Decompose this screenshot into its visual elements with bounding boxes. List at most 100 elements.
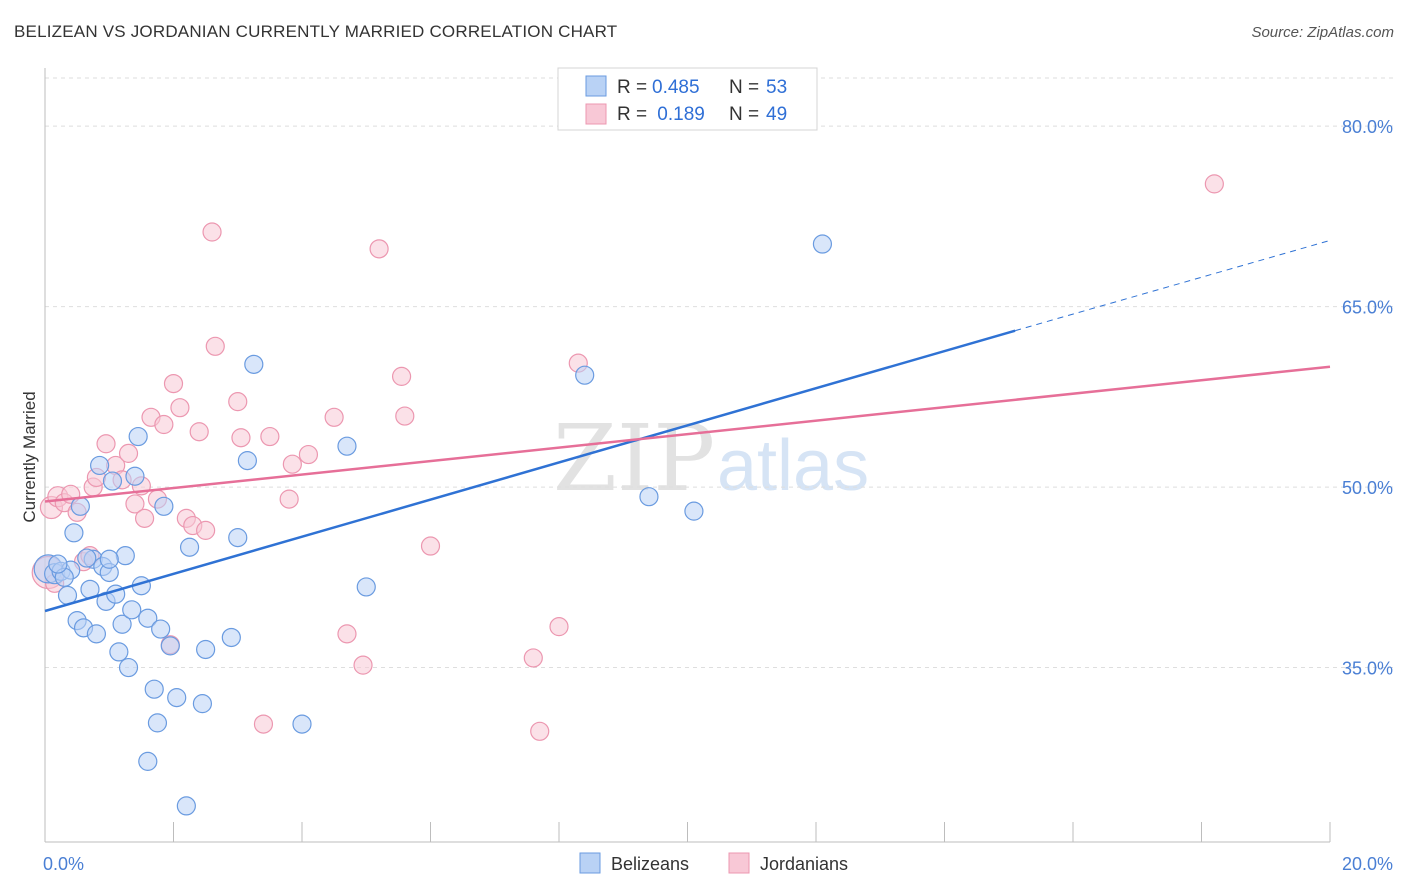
jordanian-point-37 (337, 624, 357, 644)
series-legend: Belizeans Jordanians (579, 852, 848, 874)
y-tick-label-65: 65.0% (1342, 298, 1393, 318)
legend-belizean-r-value: 0.485 (652, 77, 700, 98)
legend-jordanian-r-value: 0.189 (652, 104, 705, 125)
legend-jordanian-r-label: R = (617, 104, 647, 125)
belizean-point-39 (228, 528, 248, 548)
belizean-point-42 (292, 714, 312, 734)
jordanian-point-30 (231, 428, 251, 448)
belizean-trend-line (44, 329, 1016, 613)
belizean-point-38 (221, 627, 241, 648)
y-tick-label-35: 35.0% (1342, 659, 1393, 679)
chart-title: BELIZEAN VS JORDANIAN CURRENTLY MARRIED … (14, 22, 618, 41)
belizean-point-21 (118, 657, 139, 678)
trend-layer (44, 239, 1331, 613)
belizean-point-27 (138, 751, 158, 771)
bottom-legend-belizean-label: Belizeans (611, 854, 689, 874)
belizean-point-33 (167, 688, 187, 708)
jordanian-point-41 (395, 406, 415, 426)
belizean-point-52 (48, 554, 68, 574)
jordanian-point-25 (189, 422, 209, 442)
belizean-point-51 (99, 549, 119, 569)
belizean-point-32 (160, 636, 180, 656)
jordanian-point-21 (163, 374, 184, 394)
belizean-point-34 (179, 537, 200, 557)
belizean-point-24 (128, 426, 148, 447)
jordanian-point-13 (118, 443, 139, 463)
belizean-point-23 (125, 466, 145, 486)
legend-belizean-n-label: N = (729, 77, 759, 98)
jordanian-point-40 (391, 366, 412, 386)
belizean-point-28 (144, 679, 164, 699)
belizean-point-5 (64, 523, 84, 543)
jordanian-point-29 (228, 392, 248, 412)
jordanian-point-14 (125, 494, 145, 514)
jordanian-point-22 (170, 398, 190, 418)
belizean-point-20 (115, 546, 135, 566)
jordanian-point-42 (420, 536, 441, 556)
jordanian-point-10 (96, 434, 116, 454)
belizean-point-40 (237, 451, 257, 471)
belizean-point-36 (192, 694, 213, 714)
legend-belizean-swatch (585, 75, 607, 97)
belizean-point-11 (86, 624, 107, 644)
jordanian-point-34 (282, 454, 302, 474)
grid-layer (45, 77, 1395, 669)
belizean-point-16 (102, 471, 123, 491)
source-note: Source: ZipAtlas.com (1251, 24, 1394, 41)
belizean-point-29 (147, 713, 168, 733)
belizean-point-41 (244, 354, 264, 374)
jordanian-point-32 (260, 426, 280, 447)
watermark-zip: ZIP (553, 405, 715, 512)
jordanian-point-33 (279, 489, 299, 509)
jordanian-point-26 (196, 520, 216, 540)
belizean-point-22 (122, 600, 142, 620)
jordanian-point-31 (253, 714, 274, 734)
x-tick-label-20: 20.0% (1342, 854, 1393, 874)
belizean-point-47 (684, 501, 704, 521)
legend-jordanian-swatch (585, 103, 607, 125)
legend-belizean-n-value: 53 (766, 77, 787, 98)
jordanian-point-38 (353, 655, 373, 675)
belizean-point-45 (575, 365, 595, 385)
belizean-point-19 (112, 614, 132, 634)
belizean-point-46 (639, 487, 659, 507)
belizean-point-37 (196, 639, 216, 660)
jordanian-point-36 (324, 407, 344, 427)
bottom-legend-jordanian-swatch (728, 852, 750, 874)
x-tick-label-0: 0.0% (43, 854, 84, 874)
y-tick-label-50: 50.0% (1342, 478, 1393, 498)
jordanian-point-43 (523, 648, 543, 668)
axis-layer: 35.0% 50.0% 65.0% 80.0% 0.0% 20.0% (43, 68, 1393, 874)
belizean-point-12 (90, 455, 110, 476)
jordanian-point-28 (205, 336, 225, 356)
points-layer (31, 174, 1224, 816)
belizean-point-30 (151, 619, 171, 639)
belizean-point-50 (77, 548, 97, 568)
belizean-point-18 (109, 642, 129, 662)
jordanian-point-47 (1204, 174, 1224, 194)
jordanian-point-27 (202, 222, 222, 242)
y-axis-label: Currently Married (20, 391, 39, 522)
bottom-legend-jordanian-label: Jordanians (760, 854, 848, 874)
jordanian-point-39 (369, 239, 389, 259)
jordanian-point-35 (298, 444, 319, 465)
legend-jordanian-n-value: 49 (766, 104, 787, 125)
legend-belizean-r-label: R = (617, 77, 647, 98)
jordanian-trend-line (44, 365, 1331, 503)
belizean-point-48 (812, 234, 833, 254)
watermark-atlas: atlas (717, 426, 869, 506)
legend-jordanian-n-label: N = (729, 104, 759, 125)
jordanian-point-16 (134, 508, 155, 528)
belizean-trend-extension (1015, 239, 1331, 332)
belizean-point-31 (154, 496, 174, 516)
bottom-legend-belizean-swatch (579, 852, 601, 874)
jordanian-point-19 (154, 414, 174, 435)
belizean-point-44 (356, 577, 376, 597)
jordanian-point-44 (530, 721, 550, 741)
jordanian-point-45 (549, 617, 569, 637)
belizean-point-35 (176, 796, 196, 816)
belizean-point-7 (70, 496, 90, 516)
belizean-point-26 (138, 608, 158, 628)
belizean-point-43 (337, 436, 357, 456)
